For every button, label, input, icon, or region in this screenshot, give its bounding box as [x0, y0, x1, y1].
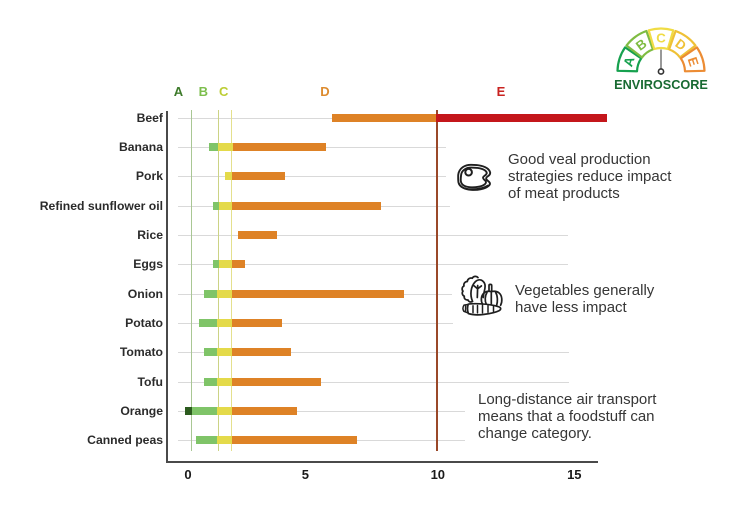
svg-text:C: C	[656, 31, 666, 46]
svg-text:E: E	[685, 55, 702, 68]
svg-text:D: D	[673, 36, 690, 54]
svg-text:A: A	[620, 54, 637, 68]
svg-text:B: B	[633, 36, 650, 54]
